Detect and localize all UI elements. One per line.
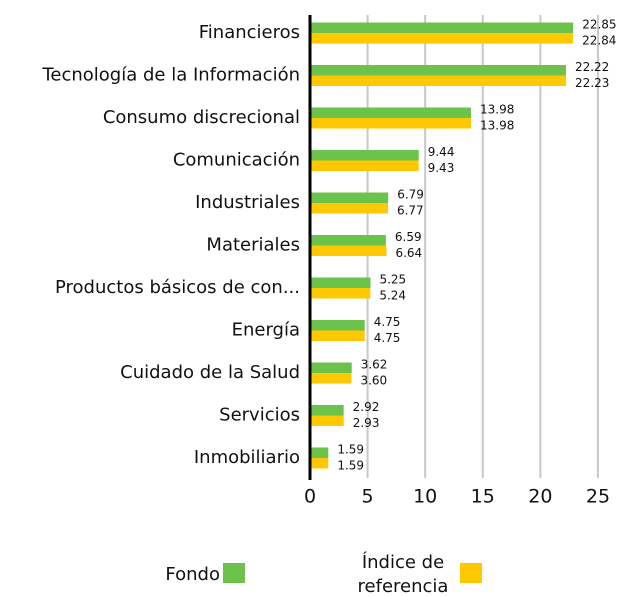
category-label: Materiales bbox=[206, 235, 300, 256]
bar bbox=[310, 22, 574, 33]
x-tick-label: 20 bbox=[528, 486, 552, 508]
category-label: Productos básicos de con... bbox=[55, 277, 300, 298]
bar bbox=[310, 118, 472, 129]
category-label: Servicios bbox=[219, 405, 300, 426]
bar bbox=[310, 362, 352, 373]
bar bbox=[310, 415, 344, 426]
value-label: 1.59 bbox=[337, 443, 364, 457]
value-label: 6.77 bbox=[397, 204, 424, 218]
x-tick-label: 5 bbox=[362, 486, 374, 508]
value-label: 6.79 bbox=[397, 188, 424, 202]
category-label: Consumo discrecional bbox=[103, 107, 300, 128]
value-label: 22.85 bbox=[582, 18, 616, 32]
bar bbox=[310, 245, 387, 256]
x-tick-label: 0 bbox=[304, 486, 316, 508]
value-label: 5.24 bbox=[379, 289, 406, 303]
value-label: 9.43 bbox=[428, 161, 455, 175]
category-label: Industriales bbox=[195, 192, 300, 213]
category-label: Financieros bbox=[199, 22, 300, 43]
bar bbox=[310, 330, 365, 341]
value-label: 6.64 bbox=[395, 246, 422, 260]
bar bbox=[310, 203, 388, 214]
legend-label: Índice de referencia bbox=[357, 552, 449, 596]
value-label: 13.98 bbox=[480, 103, 514, 117]
category-label: Cuidado de la Salud bbox=[120, 362, 300, 383]
category-label: Comunicación bbox=[173, 150, 300, 171]
bar bbox=[310, 373, 352, 384]
x-tick-label: 10 bbox=[413, 486, 437, 508]
category-label: Energía bbox=[232, 320, 300, 341]
legend-swatch bbox=[460, 563, 482, 583]
bar bbox=[310, 33, 574, 44]
value-label: 1.59 bbox=[337, 459, 364, 473]
value-label: 2.92 bbox=[353, 400, 380, 414]
value-label: 4.75 bbox=[374, 315, 401, 329]
bar bbox=[310, 107, 472, 118]
category-label: Tecnología de la Información bbox=[41, 65, 300, 86]
value-label: 6.59 bbox=[395, 230, 422, 244]
bar bbox=[310, 447, 329, 458]
bar bbox=[310, 405, 344, 416]
bar bbox=[310, 65, 566, 76]
value-label: 22.22 bbox=[575, 60, 609, 74]
value-label: 3.62 bbox=[361, 358, 388, 372]
bar bbox=[310, 320, 365, 331]
bar bbox=[310, 458, 329, 469]
bar bbox=[310, 235, 386, 246]
value-label: 4.75 bbox=[374, 331, 401, 345]
value-label: 9.44 bbox=[428, 145, 455, 159]
bar bbox=[310, 288, 371, 299]
x-tick-label: 15 bbox=[471, 486, 495, 508]
x-tick-label: 25 bbox=[586, 486, 610, 508]
category-label: Inmobiliario bbox=[194, 447, 300, 468]
value-label: 13.98 bbox=[480, 119, 514, 133]
value-label: 2.93 bbox=[353, 416, 380, 430]
bar bbox=[310, 277, 371, 288]
bar bbox=[310, 150, 419, 161]
bar bbox=[310, 192, 389, 203]
legend-label: Fondo bbox=[165, 564, 220, 585]
value-label: 22.23 bbox=[575, 76, 609, 90]
legend-swatch bbox=[223, 563, 245, 583]
value-label: 22.84 bbox=[582, 34, 616, 48]
bar bbox=[310, 160, 419, 171]
bar bbox=[310, 75, 567, 86]
value-label: 5.25 bbox=[379, 273, 406, 287]
value-label: 3.60 bbox=[360, 374, 387, 388]
